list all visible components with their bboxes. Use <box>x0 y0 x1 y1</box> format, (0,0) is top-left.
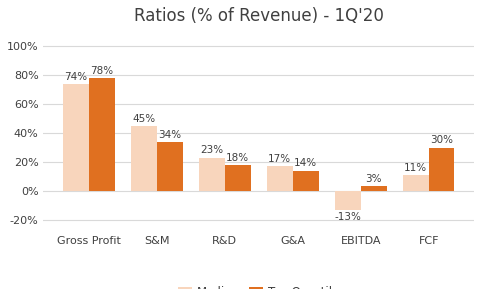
Bar <box>334 191 360 210</box>
Bar <box>292 171 318 191</box>
Text: 18%: 18% <box>226 153 249 163</box>
Title: Ratios (% of Revenue) - 1Q'20: Ratios (% of Revenue) - 1Q'20 <box>133 7 383 25</box>
Bar <box>224 165 250 191</box>
Text: -13%: -13% <box>334 212 360 222</box>
Text: 23%: 23% <box>200 145 223 155</box>
Text: 14%: 14% <box>293 158 316 168</box>
Text: 45%: 45% <box>132 114 155 124</box>
Bar <box>63 84 89 191</box>
Bar <box>266 166 292 191</box>
Text: 74%: 74% <box>64 72 87 82</box>
Text: 11%: 11% <box>403 163 426 173</box>
Text: 30%: 30% <box>429 135 452 145</box>
Legend: Median, Top Quartile: Median, Top Quartile <box>173 281 344 289</box>
Text: 17%: 17% <box>268 154 291 164</box>
Text: 3%: 3% <box>365 174 381 184</box>
Bar <box>89 78 114 191</box>
Bar <box>402 175 428 191</box>
Text: 78%: 78% <box>90 66 113 76</box>
Bar <box>360 186 386 191</box>
Bar <box>156 142 182 191</box>
Bar <box>428 147 454 191</box>
Bar <box>131 126 156 191</box>
Text: 34%: 34% <box>158 129 181 140</box>
Bar <box>199 158 224 191</box>
